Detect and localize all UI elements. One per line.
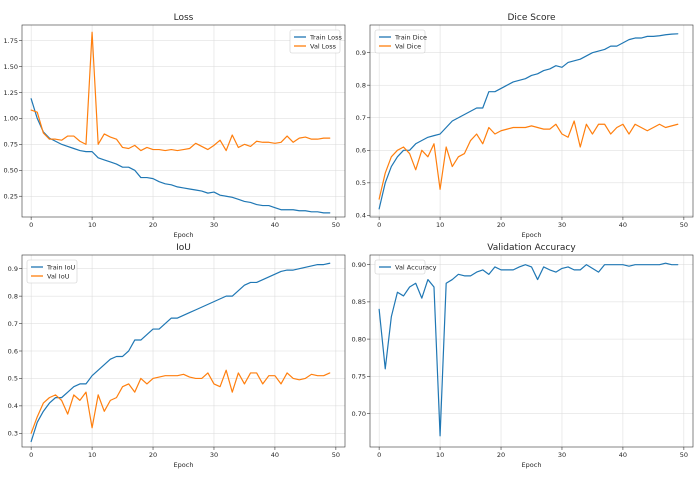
y-tick-label: 0.9 (8, 265, 18, 273)
x-axis-label: Epoch (174, 461, 194, 469)
chart-accuracy: 0 10 20 30 40 50 0.70 0.75 0.80 0.85 0.90 Validatio… (352, 243, 694, 469)
y-tick-label: 0.80 (352, 335, 366, 343)
series-line-val-accuracy (378, 262, 679, 437)
chart-loss: 0 10 20 30 40 50 0.25 0.50 0.75 1.00 1.25 1.50 1.75 L… (4, 13, 346, 239)
legend-entry: Train Loss (309, 33, 343, 41)
y-tick-label: 0.25 (4, 193, 18, 201)
y-tick-label: 0.70 (352, 410, 366, 418)
y-tick-label: 0.4 (356, 212, 366, 220)
x-tick-label: 50 (332, 221, 340, 229)
chart-title: Loss (174, 13, 194, 23)
y-tick-label: 0.75 (4, 141, 18, 149)
y-tick-label: 1.00 (4, 115, 18, 123)
series-line-val-loss (30, 31, 331, 152)
legend-box (289, 29, 341, 54)
legend-entry: Val Dice (395, 42, 421, 50)
legend-box (374, 29, 426, 54)
y-tick-label: 0.9 (356, 49, 366, 57)
y-tick-label: 0.7 (8, 320, 18, 328)
legend: Val Accuracy (374, 259, 437, 275)
y-tick-label: 0.8 (356, 82, 366, 90)
x-tick-label: 20 (149, 221, 157, 229)
x-tick-label: 10 (88, 451, 96, 459)
plot-frame (21, 24, 346, 218)
legend-entry: Val Accuracy (395, 263, 437, 271)
y-tick-label: 0.85 (352, 298, 366, 306)
y-tick-label: 1.75 (4, 37, 18, 45)
x-tick-label: 50 (680, 451, 688, 459)
y-tick-label: 0.5 (356, 179, 366, 187)
x-tick-label: 50 (332, 451, 340, 459)
x-tick-label: 40 (271, 451, 279, 459)
x-tick-label: 40 (619, 451, 627, 459)
chart-iou: 0 10 20 30 40 50 0.3 0.4 0.5 0.6 0.7 0.8 0.9 IoU Epoch… (8, 243, 346, 469)
y-tick-label: 0.8 (8, 292, 18, 300)
x-tick-label: 30 (210, 221, 218, 229)
x-tick-label: 0 (377, 221, 381, 229)
x-tick-label: 20 (149, 451, 157, 459)
legend-entry: Val Loss (310, 42, 337, 50)
y-tick-label: 0.50 (4, 167, 18, 175)
x-axis-label: Epoch (522, 461, 542, 469)
x-tick-label: 40 (619, 221, 627, 229)
legend-box (26, 259, 78, 284)
series-line-val-iou (30, 369, 331, 434)
legend-entry: Train IoU (46, 263, 76, 271)
y-tick-label: 0.6 (8, 347, 18, 355)
x-tick-label: 10 (88, 221, 96, 229)
chart-title: IoU (176, 243, 191, 253)
x-tick-label: 10 (436, 451, 444, 459)
series-line-train-loss (30, 98, 331, 214)
x-tick-label: 0 (377, 451, 381, 459)
y-tick-label: 1.50 (4, 63, 18, 71)
x-tick-label: 40 (271, 221, 279, 229)
series-line-val-dice (378, 120, 679, 200)
y-tick-label: 0.5 (8, 375, 18, 383)
y-tick-label: 0.75 (352, 373, 366, 381)
plot-frame (369, 254, 694, 448)
x-tick-label: 50 (680, 221, 688, 229)
x-tick-label: 30 (558, 451, 566, 459)
chart-dice: 0 10 20 30 40 50 0.4 0.5 0.6 0.7 0.8 0.9 Dice Score E… (356, 13, 694, 239)
y-tick-label: 0.6 (356, 147, 366, 155)
y-tick-label: 0.90 (352, 261, 366, 269)
x-tick-label: 10 (436, 221, 444, 229)
x-tick-label: 0 (29, 221, 33, 229)
x-tick-label: 30 (558, 221, 566, 229)
y-tick-label: 1.25 (4, 89, 18, 97)
y-tick-label: 0.7 (356, 114, 366, 122)
legend-entry: Val IoU (47, 272, 70, 280)
y-tick-label: 0.3 (8, 430, 18, 438)
legend-box (374, 259, 426, 275)
x-tick-label: 20 (497, 221, 505, 229)
plot-frame (369, 24, 694, 218)
series-line-train-iou (30, 262, 331, 443)
chart-title: Validation Accuracy (487, 243, 576, 253)
chart-title: Dice Score (508, 13, 556, 23)
x-axis-label: Epoch (174, 231, 194, 239)
legend-entry: Train Dice (394, 33, 427, 41)
x-tick-label: 30 (210, 451, 218, 459)
x-axis-label: Epoch (522, 231, 542, 239)
x-tick-label: 20 (497, 451, 505, 459)
series-line-train-dice (378, 33, 679, 210)
y-tick-label: 0.4 (8, 402, 18, 410)
plot-frame (21, 254, 346, 448)
x-tick-label: 0 (29, 451, 33, 459)
